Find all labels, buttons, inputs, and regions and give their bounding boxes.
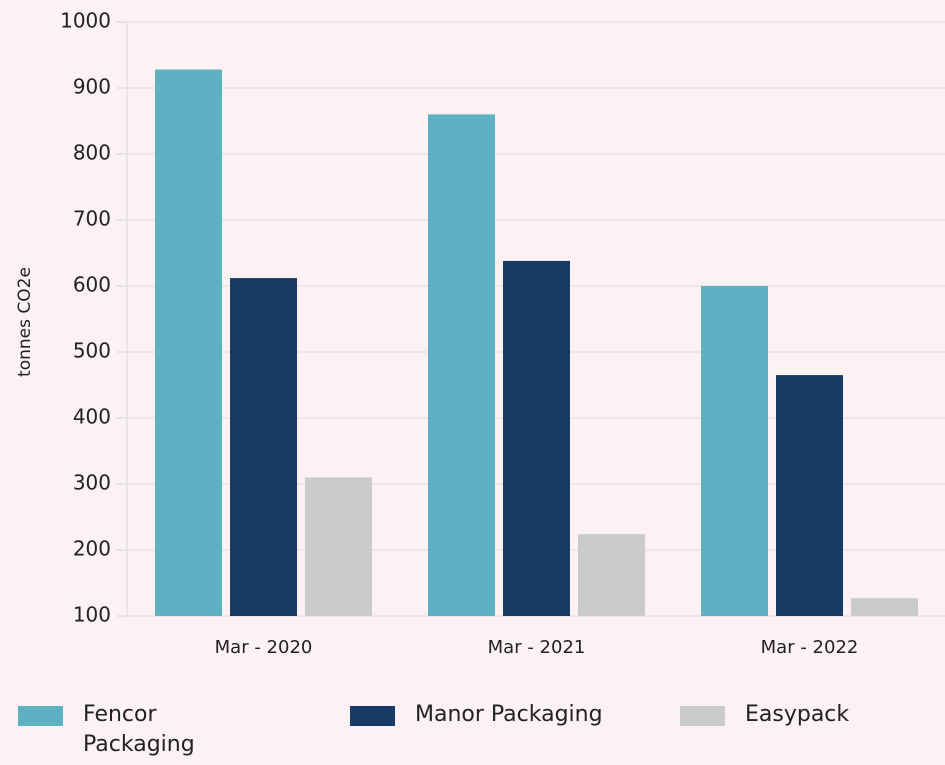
y-tick-label: 300 (73, 471, 111, 495)
legend-label: Manor Packaging (415, 702, 603, 727)
y-tick-label: 200 (73, 537, 111, 561)
bar (155, 69, 222, 616)
legend-swatch (350, 706, 395, 726)
y-tick-label: 100 (73, 603, 111, 627)
x-tick-label: Mar - 2021 (488, 637, 586, 658)
y-tick-label: 600 (73, 273, 111, 297)
legend-swatch (680, 706, 725, 726)
bar (701, 286, 768, 616)
y-tick-label: 800 (73, 141, 111, 165)
y-tick-label: 500 (73, 339, 111, 363)
y-tick-label: 900 (73, 75, 111, 99)
bar (776, 375, 843, 616)
y-tick-label: 1000 (60, 9, 111, 33)
bar (230, 278, 297, 616)
x-tick-label: Mar - 2022 (761, 637, 859, 658)
y-tick-label: 700 (73, 207, 111, 231)
chart: tonnes CO2e 100 200 300 400 500 600 700 800 900 1… (15, 9, 945, 658)
bar (428, 114, 495, 617)
legend-item: Fencor Packaging (18, 700, 203, 760)
legend-label: Fencor Packaging (83, 702, 195, 757)
bar (578, 534, 645, 616)
bar (503, 260, 570, 616)
bar (305, 477, 372, 616)
bar (851, 598, 918, 616)
x-tick-label: Mar - 2020 (215, 637, 313, 658)
legend-item: Easypack (680, 700, 849, 730)
y-axis-label: tonnes CO2e (15, 267, 35, 377)
y-tick-label: 400 (73, 405, 111, 429)
legend: Fencor Packaging Manor Packaging Easypack (0, 700, 945, 765)
legend-item: Manor Packaging (350, 700, 603, 730)
legend-label: Easypack (745, 702, 850, 727)
legend-swatch (18, 706, 63, 726)
